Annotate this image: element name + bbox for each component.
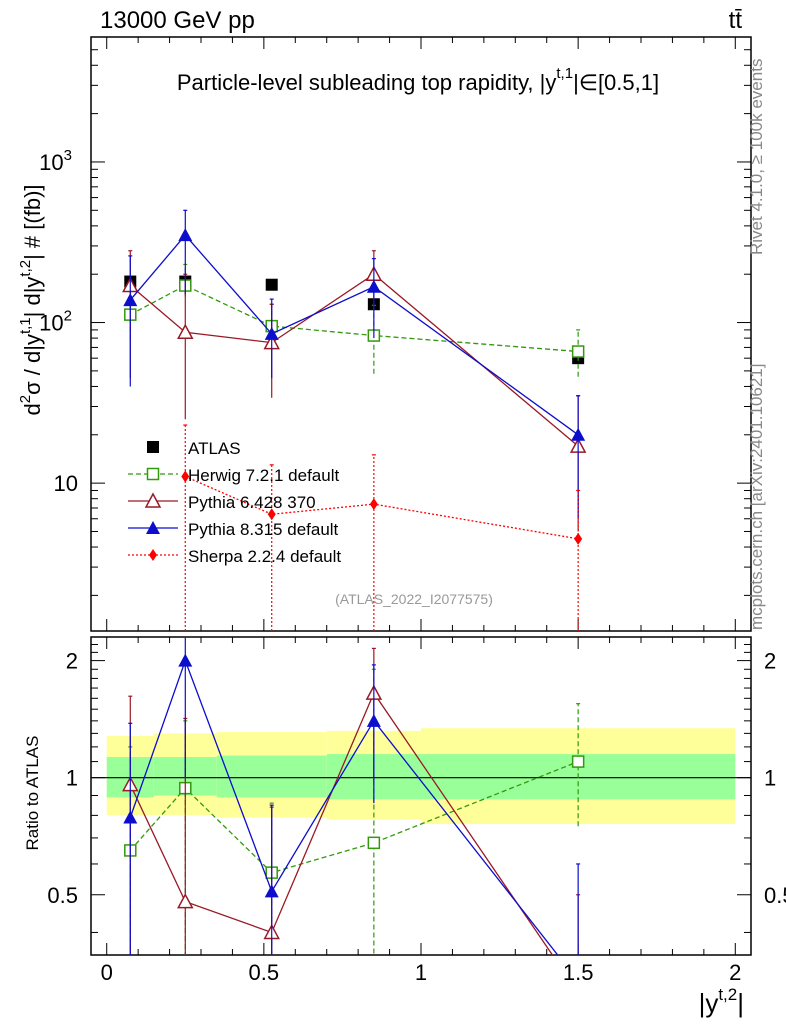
data-point [267,508,276,521]
beam-label: 13000 GeV pp [100,7,255,34]
legend-entry-1: Herwig 7.2.1 default [128,466,339,485]
legend-marker [149,549,157,561]
ratio-point [366,713,381,727]
data-point [177,323,194,340]
legend: ATLAS Herwig 7.2.1 default Pythia 6.428 37… [128,439,341,566]
data-point [369,498,378,511]
x-tick-label: 1.5 [563,960,594,985]
legend-entry-4: Sherpa 2.2.4 default [128,547,341,566]
legend-label: Sherpa 2.2.4 default [188,547,341,566]
series-0 [124,275,585,365]
ratio-series-3 [123,637,581,955]
legend-label: Pythia 6.428 370 [188,493,316,512]
data-point [123,293,138,307]
legend-marker [146,467,160,481]
process-label: tt̄ [729,7,743,34]
rivet-version-label: Rivet 4.1.0, ≥ 100k events [747,59,766,255]
data-point [571,427,586,441]
ratio-y-tick-label-right: 1 [764,766,776,791]
ratio-y-tick-label-right: 0.5 [764,883,786,908]
series-3 [123,209,586,519]
ratio-point [123,810,138,824]
ratio-point [177,893,194,909]
series-4 [181,424,583,631]
series-line [129,284,579,353]
ratio-series-2 [122,647,585,999]
ratio-y-tick-label-right: 2 [764,649,776,674]
ratio-point [367,836,381,850]
data-point [264,326,279,340]
legend-marker [144,492,162,508]
legend-label: Pythia 8.315 default [188,520,339,539]
legend-entry-2: Pythia 6.428 370 [128,492,316,512]
legend-label: Herwig 7.2.1 default [188,466,339,485]
ratio-y-tick-label-left: 2 [66,649,78,674]
series-line [185,475,579,540]
legend-label: ATLAS [188,439,241,458]
analysis-watermark: (ATLAS_2022_I2077575) [335,591,493,607]
ratio-uncertainty-bands [91,728,751,825]
ratio-series [122,637,585,999]
legend-marker [146,521,160,534]
legend-marker [147,441,159,453]
x-tick-label: 2 [729,960,741,985]
ratio-y-tick-label-left: 0.5 [47,883,78,908]
ratio-point [178,653,193,667]
series-1 [124,263,585,377]
y-tick-exponent: 2 [64,308,72,325]
x-tick-label: 0.5 [249,960,280,985]
series-line [129,273,579,447]
x-axis-label: |yt,2| [699,985,744,1018]
main-series [122,209,587,631]
band-inner-2 [216,755,327,798]
data-point [366,279,381,293]
x-tick-label: 1 [415,960,427,985]
ratio-series-1 [124,668,585,955]
ratio-y-tick-label-left: 1 [66,766,78,791]
ratio-point [571,755,585,768]
ratio-y-axis-label: Ratio to ATLAS [23,736,42,851]
chart-title: Particle-level subleading top rapidity, … [177,65,659,95]
data-point [178,228,193,242]
legend-entry-0: ATLAS [147,439,241,458]
ratio-point [264,884,279,898]
series-2 [122,250,587,532]
data-point [181,470,190,483]
y-tick-label: 10 [54,471,78,496]
x-tick-label: 0 [101,960,113,985]
y-axis-label: d2σ / d|yt,1| d|yt,2| # [(fb)] [17,184,45,415]
y-tick-label: 103 [39,147,72,175]
legend-entry-3: Pythia 8.315 default [128,520,339,539]
main-series-clip [122,209,587,631]
y-tick-exponent: 3 [64,147,72,164]
data-point [571,345,585,358]
data-point [574,532,583,545]
ratio-point [571,986,585,999]
ratio-series-clip [122,637,585,999]
data-point [265,278,278,291]
series-line [129,234,579,436]
mcplots-label: mcplots.cern.ch [arXiv:2401.10621] [747,364,766,630]
